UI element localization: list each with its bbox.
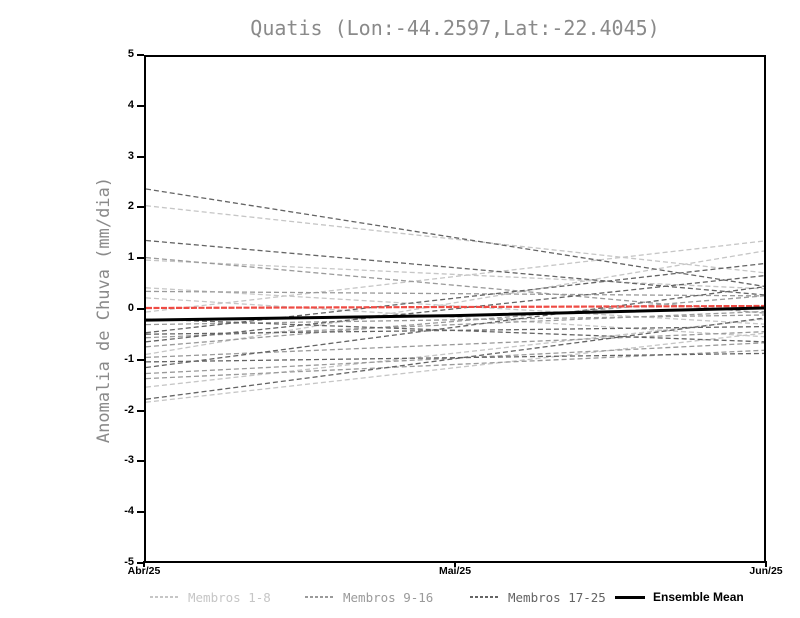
y-tick-label: -4 bbox=[124, 505, 134, 518]
member-line bbox=[146, 332, 764, 403]
y-tick-mark bbox=[137, 511, 144, 514]
member-line bbox=[146, 314, 764, 326]
legend-label: Ensemble Mean bbox=[653, 590, 744, 604]
plot-lines bbox=[146, 188, 764, 403]
x-tick-label: Jun/25 bbox=[749, 565, 783, 577]
y-tick-label: 2 bbox=[127, 200, 134, 213]
dashed-line-swatch-icon bbox=[305, 596, 335, 598]
x-tick-mark bbox=[765, 561, 767, 567]
member-line bbox=[146, 317, 764, 400]
y-tick-label: -2 bbox=[124, 403, 134, 416]
y-tick-mark bbox=[137, 54, 144, 56]
member-line bbox=[146, 259, 764, 290]
reference-line bbox=[146, 304, 764, 310]
y-tick-label: 1 bbox=[127, 251, 134, 264]
member-line bbox=[146, 250, 764, 356]
member-line bbox=[146, 352, 764, 363]
member-line bbox=[146, 286, 764, 369]
legend-label: Membros 17-25 bbox=[508, 589, 606, 605]
y-tick-label: -5 bbox=[124, 556, 134, 568]
member-line bbox=[146, 325, 764, 335]
x-tick-mark bbox=[143, 561, 145, 567]
member-line bbox=[146, 349, 764, 380]
member-line bbox=[146, 188, 764, 287]
member-line bbox=[146, 331, 764, 359]
y-tick-mark bbox=[137, 562, 144, 564]
y-tick-mark bbox=[137, 409, 144, 412]
y-tick-mark bbox=[137, 155, 144, 158]
member-line bbox=[146, 290, 764, 297]
member-line bbox=[146, 287, 764, 325]
y-tick-mark bbox=[137, 206, 144, 209]
y-tick-label: 3 bbox=[127, 149, 134, 162]
legend-item: Membros 17-25 bbox=[470, 589, 606, 605]
y-tick-label: -1 bbox=[124, 352, 134, 365]
legend: Membros 1-8 Membros 9-16 Membros 17-25 Ense… bbox=[0, 589, 800, 609]
y-tick-label: 0 bbox=[127, 302, 134, 314]
y-tick-mark bbox=[137, 104, 144, 107]
plot-area bbox=[144, 55, 766, 563]
y-tick-mark bbox=[137, 358, 144, 361]
legend-item: Membros 1-8 bbox=[150, 589, 271, 605]
member-line bbox=[146, 240, 764, 313]
member-line bbox=[146, 318, 764, 343]
chart-title: Quatis (Lon:-44.2597,Lat:-22.4045) bbox=[250, 16, 660, 40]
member-line bbox=[146, 205, 764, 274]
y-tick-label: 4 bbox=[127, 98, 134, 111]
legend-item: Membros 9-16 bbox=[305, 589, 433, 605]
y-tick-label: 5 bbox=[127, 48, 134, 60]
y-tick-mark bbox=[137, 308, 144, 310]
solid-line-swatch-icon bbox=[615, 595, 645, 599]
member-line bbox=[146, 310, 764, 339]
member-line bbox=[146, 342, 764, 375]
member-line bbox=[146, 239, 764, 296]
member-line bbox=[146, 295, 764, 348]
x-tick-label: Mai/25 bbox=[438, 565, 472, 577]
member-line bbox=[146, 297, 764, 338]
y-tick-mark bbox=[137, 257, 144, 260]
dashed-line-swatch-icon bbox=[150, 596, 180, 598]
legend-item: Ensemble Mean bbox=[615, 589, 744, 605]
dashed-line-swatch-icon bbox=[470, 596, 500, 598]
legend-label: Membros 1-8 bbox=[188, 589, 271, 605]
x-tick-mark bbox=[454, 561, 456, 567]
legend-label: Membros 9-16 bbox=[343, 589, 434, 605]
ensemble-mean-line bbox=[146, 306, 764, 322]
y-tick-label: -3 bbox=[124, 454, 134, 467]
x-tick-label: Abr/25 bbox=[127, 565, 161, 577]
y-tick-mark bbox=[137, 460, 144, 463]
